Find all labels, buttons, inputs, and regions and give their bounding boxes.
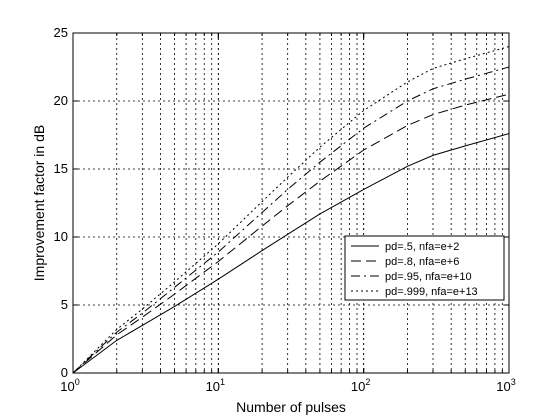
y-tick-label: 25 bbox=[54, 25, 68, 40]
y-axis-label: Improvement factor in dB bbox=[31, 125, 47, 281]
plot-frame bbox=[72, 32, 510, 374]
legend-box bbox=[344, 235, 505, 301]
series-line bbox=[72, 133, 510, 374]
y-tick-label: 20 bbox=[54, 93, 68, 108]
series-line bbox=[72, 93, 510, 374]
legend: pd=.5, nfa=e+2 pd=.8, nfa=e+6 pd=.95, nfa=… bbox=[344, 235, 505, 301]
y-tick-label: 0 bbox=[61, 365, 68, 380]
legend-entry: pd=.95, nfa=e+10 bbox=[385, 271, 472, 283]
series-lines bbox=[72, 46, 510, 374]
y-tick-label: 10 bbox=[54, 229, 68, 244]
series-line bbox=[72, 66, 510, 374]
grid bbox=[73, 33, 509, 373]
x-tick-label: 102 bbox=[351, 377, 370, 394]
legend-entry: pd=.999, nfa=e+13 bbox=[385, 286, 478, 298]
x-tick-label: 103 bbox=[496, 377, 515, 394]
y-tick-label: 5 bbox=[61, 297, 68, 312]
legend-entry: pd=.8, nfa=e+6 bbox=[385, 256, 459, 268]
y-tick-labels: 0 5 10 15 20 25 bbox=[54, 25, 68, 380]
x-tick-label: 100 bbox=[60, 377, 79, 394]
x-tick-label: 101 bbox=[206, 377, 225, 394]
y-tick-label: 15 bbox=[54, 161, 68, 176]
x-axis-label: Number of pulses bbox=[236, 399, 346, 415]
legend-entry: pd=.5, nfa=e+2 bbox=[385, 241, 459, 253]
axis-ticks bbox=[72, 32, 510, 374]
x-tick-labels: 100 101 102 103 bbox=[60, 377, 515, 394]
series-line bbox=[72, 46, 510, 374]
